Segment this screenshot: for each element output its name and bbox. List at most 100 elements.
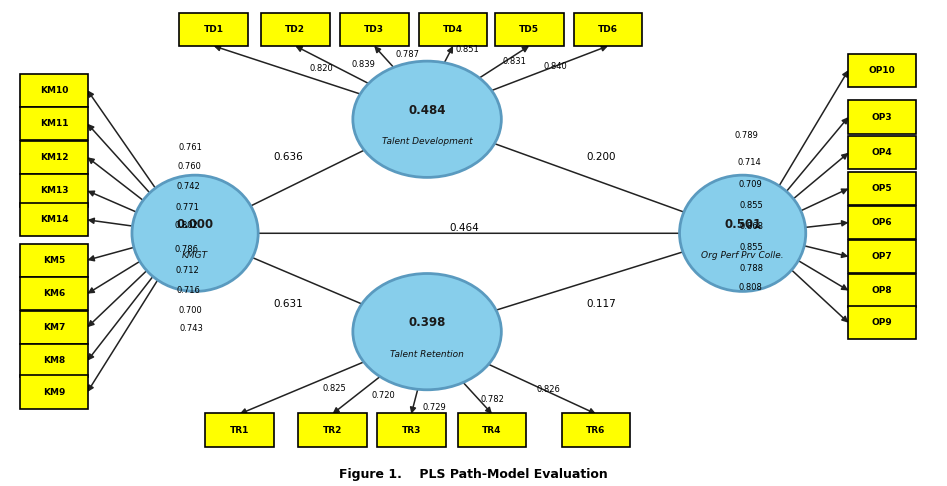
Text: TR6: TR6: [586, 426, 606, 434]
Text: TR4: TR4: [482, 426, 502, 434]
Text: 0.636: 0.636: [273, 152, 303, 162]
FancyBboxPatch shape: [20, 277, 88, 310]
Text: KM9: KM9: [43, 387, 65, 397]
Text: 0.712: 0.712: [175, 266, 200, 275]
FancyBboxPatch shape: [574, 13, 642, 46]
Text: TR2: TR2: [323, 426, 342, 434]
Ellipse shape: [353, 274, 501, 390]
Text: OP10: OP10: [868, 66, 895, 74]
Text: KM13: KM13: [40, 186, 68, 195]
Ellipse shape: [680, 175, 806, 292]
Text: Talent Retention: Talent Retention: [390, 349, 464, 359]
Text: 0.787: 0.787: [395, 50, 420, 59]
FancyBboxPatch shape: [20, 74, 88, 107]
Text: TR3: TR3: [402, 426, 421, 434]
Text: 0.398: 0.398: [408, 316, 446, 329]
Ellipse shape: [353, 61, 501, 177]
Text: 0.501: 0.501: [724, 218, 761, 231]
Text: KM12: KM12: [40, 153, 68, 162]
Text: Figure 1.    PLS Path-Model Evaluation: Figure 1. PLS Path-Model Evaluation: [339, 468, 608, 481]
Text: OP8: OP8: [871, 286, 892, 295]
FancyBboxPatch shape: [848, 172, 916, 205]
Text: Talent Development: Talent Development: [382, 137, 473, 146]
Text: 0.720: 0.720: [371, 391, 395, 400]
FancyBboxPatch shape: [848, 306, 916, 339]
Text: TD6: TD6: [599, 25, 618, 35]
Text: 0.808: 0.808: [738, 283, 762, 292]
Text: 0.200: 0.200: [587, 152, 616, 162]
FancyBboxPatch shape: [179, 13, 248, 46]
Text: 0.786: 0.786: [175, 245, 199, 254]
Text: 0.782: 0.782: [480, 396, 505, 404]
FancyBboxPatch shape: [377, 414, 446, 447]
Text: 0.789: 0.789: [735, 131, 759, 140]
FancyBboxPatch shape: [457, 414, 527, 447]
FancyBboxPatch shape: [20, 174, 88, 208]
Text: KM7: KM7: [43, 323, 65, 331]
Text: OP3: OP3: [871, 113, 892, 122]
Text: KM14: KM14: [40, 215, 68, 225]
Text: 0.851: 0.851: [456, 45, 479, 54]
Text: 0.714: 0.714: [737, 158, 760, 167]
Text: 0.709: 0.709: [739, 180, 762, 189]
Text: 0.742: 0.742: [176, 182, 200, 191]
FancyBboxPatch shape: [20, 376, 88, 409]
Text: KMGT: KMGT: [182, 251, 208, 260]
Text: 0.855: 0.855: [740, 201, 763, 210]
Text: KM6: KM6: [43, 289, 65, 298]
FancyBboxPatch shape: [848, 274, 916, 307]
Text: 0.631: 0.631: [273, 299, 303, 309]
FancyBboxPatch shape: [298, 414, 366, 447]
FancyBboxPatch shape: [20, 243, 88, 277]
FancyBboxPatch shape: [205, 414, 274, 447]
Text: Org Perf Prv Colle.: Org Perf Prv Colle.: [702, 251, 784, 260]
Ellipse shape: [132, 175, 259, 292]
Text: 0.788: 0.788: [739, 264, 763, 273]
Text: 0.840: 0.840: [544, 62, 567, 71]
Text: TD2: TD2: [285, 25, 305, 35]
FancyBboxPatch shape: [848, 101, 916, 134]
Text: TD5: TD5: [519, 25, 539, 35]
FancyBboxPatch shape: [848, 53, 916, 87]
Text: TD1: TD1: [204, 25, 223, 35]
Text: KM5: KM5: [43, 256, 65, 264]
Text: 0.826: 0.826: [537, 385, 561, 394]
FancyBboxPatch shape: [20, 203, 88, 236]
Text: 0.839: 0.839: [351, 60, 375, 69]
FancyBboxPatch shape: [848, 206, 916, 239]
FancyBboxPatch shape: [848, 136, 916, 169]
Text: 0.743: 0.743: [180, 324, 204, 332]
Text: 0.700: 0.700: [178, 306, 202, 314]
Text: 0.820: 0.820: [310, 64, 333, 73]
FancyBboxPatch shape: [20, 311, 88, 344]
FancyBboxPatch shape: [20, 344, 88, 377]
Text: TD3: TD3: [365, 25, 384, 35]
Text: 0.117: 0.117: [587, 299, 616, 309]
Text: TR1: TR1: [230, 426, 249, 434]
FancyBboxPatch shape: [20, 141, 88, 174]
Text: 0.802: 0.802: [175, 221, 199, 229]
Text: KM8: KM8: [43, 356, 65, 365]
FancyBboxPatch shape: [848, 240, 916, 273]
FancyBboxPatch shape: [419, 13, 488, 46]
Text: 0.716: 0.716: [177, 286, 201, 295]
Text: KM10: KM10: [40, 86, 68, 95]
Text: 0.761: 0.761: [179, 143, 203, 152]
Text: 0.771: 0.771: [175, 203, 199, 212]
Text: OP4: OP4: [871, 148, 892, 157]
FancyBboxPatch shape: [562, 414, 631, 447]
Text: OP6: OP6: [871, 218, 892, 227]
Text: OP9: OP9: [871, 318, 892, 327]
FancyBboxPatch shape: [20, 107, 88, 140]
Text: 0.000: 0.000: [176, 218, 214, 231]
FancyBboxPatch shape: [340, 13, 408, 46]
Text: 0.760: 0.760: [177, 162, 202, 172]
Text: KM11: KM11: [40, 119, 68, 128]
Text: 0.825: 0.825: [323, 384, 347, 394]
Text: 0.868: 0.868: [740, 222, 764, 231]
Text: 0.484: 0.484: [408, 104, 446, 117]
FancyBboxPatch shape: [261, 13, 330, 46]
Text: OP5: OP5: [871, 184, 892, 193]
Text: 0.729: 0.729: [422, 403, 446, 412]
Text: OP7: OP7: [871, 252, 892, 261]
